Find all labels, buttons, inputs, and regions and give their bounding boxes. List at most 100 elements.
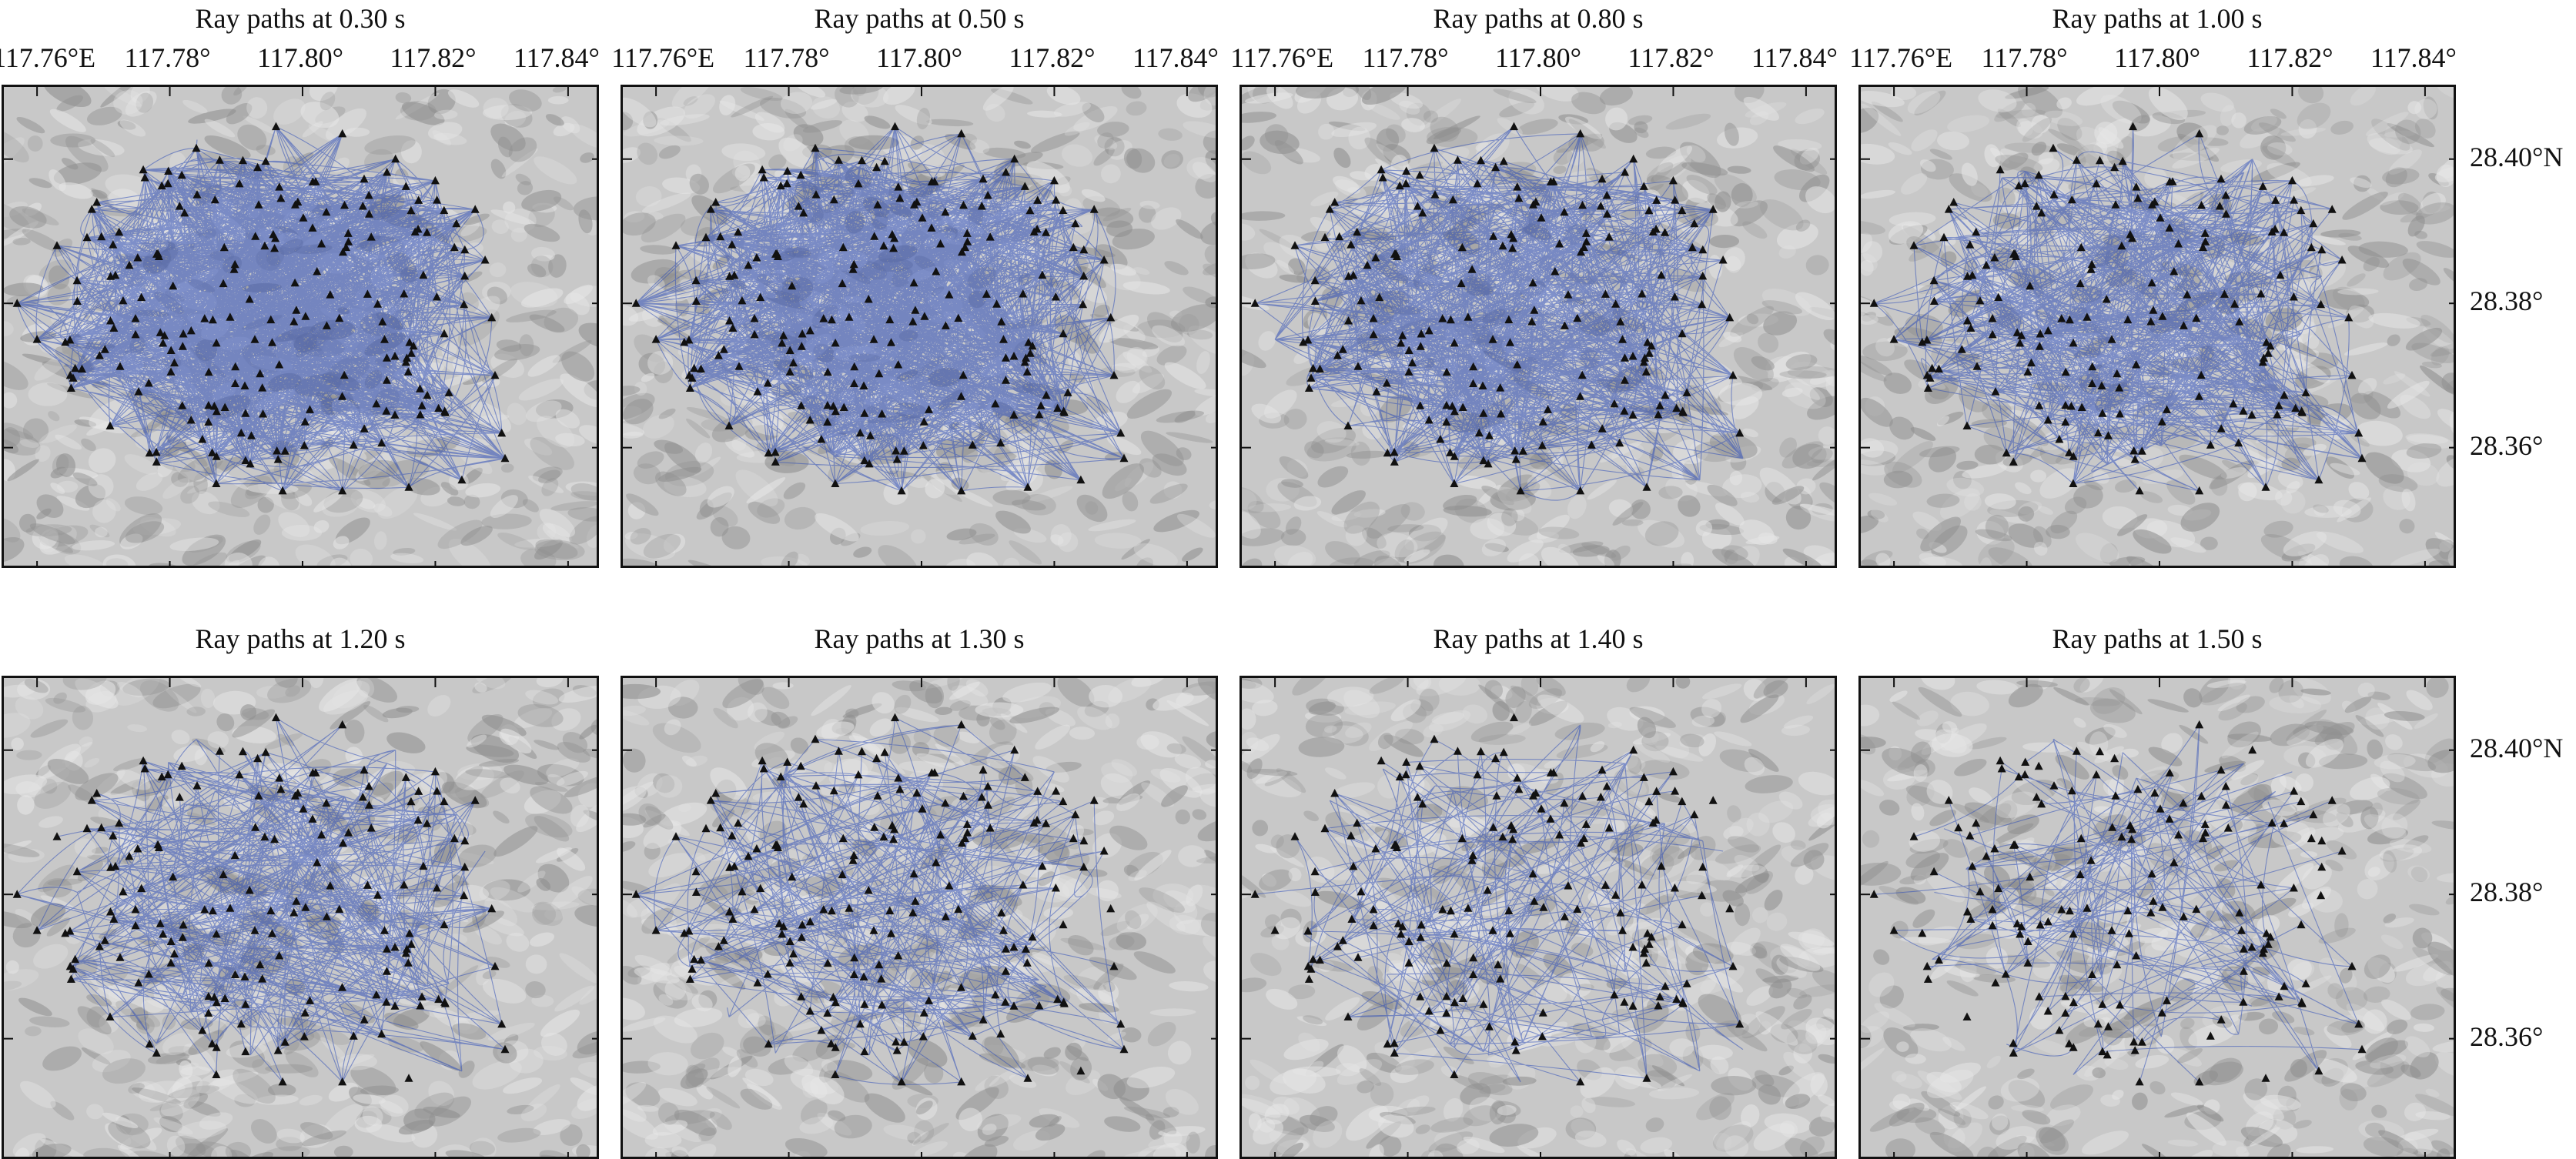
triangle-icon	[719, 936, 728, 944]
triangle-icon	[1477, 747, 1485, 756]
triangle-icon	[2009, 1048, 2018, 1057]
triangle-icon	[945, 290, 954, 299]
triangle-icon	[1530, 306, 1539, 314]
triangle-icon	[1644, 797, 1654, 806]
triangle-icon	[2083, 903, 2092, 912]
triangle-icon	[390, 352, 400, 360]
triangle-icon	[1310, 296, 1320, 305]
triangle-icon	[2230, 299, 2240, 308]
triangle-icon	[380, 335, 389, 343]
triangle-icon	[2076, 242, 2086, 252]
triangle-icon	[2016, 339, 2025, 347]
triangle-icon	[918, 441, 928, 449]
triangle-icon	[170, 358, 179, 367]
triangle-icon	[2195, 1077, 2204, 1086]
triangle-icon	[275, 360, 284, 369]
triangle-icon	[1375, 292, 1384, 302]
triangle-icon	[250, 926, 259, 934]
triangle-icon	[899, 1037, 908, 1046]
triangle-icon	[1404, 367, 1413, 376]
triangle-icon	[854, 179, 863, 188]
triangle-icon	[1436, 435, 1445, 443]
triangle-icon	[1020, 773, 1029, 781]
triangle-icon	[403, 958, 413, 967]
triangle-icon	[178, 933, 187, 941]
triangle-icon	[1442, 1008, 1451, 1017]
triangle-icon	[2128, 233, 2137, 242]
triangle-icon	[170, 949, 179, 958]
triangle-icon	[954, 313, 963, 322]
triangle-icon	[177, 761, 186, 770]
triangle-icon	[175, 202, 184, 210]
triangle-icon	[2146, 908, 2156, 917]
triangle-icon	[2072, 747, 2081, 755]
triangle-icon	[1528, 278, 1537, 287]
stations	[1869, 122, 2367, 495]
triangle-icon	[2216, 174, 2226, 183]
triangle-icon	[796, 761, 805, 770]
triangle-icon	[828, 993, 838, 1001]
triangle-icon	[1395, 181, 1404, 190]
triangle-icon	[2200, 229, 2210, 237]
triangle-icon	[890, 824, 899, 833]
triangle-icon	[2098, 1047, 2107, 1056]
triangle-icon	[1514, 193, 1524, 202]
triangle-icon	[1290, 832, 1300, 840]
triangle-icon	[71, 363, 80, 372]
triangle-icon	[1966, 323, 1975, 332]
triangle-icon	[1655, 401, 1664, 409]
triangle-icon	[1052, 195, 1061, 204]
triangle-icon	[372, 990, 381, 999]
triangle-icon	[1944, 205, 1953, 213]
triangle-icon	[1347, 914, 1357, 923]
triangle-icon	[991, 990, 1000, 999]
triangle-icon	[470, 205, 480, 213]
triangle-icon	[160, 331, 169, 339]
triangle-icon	[326, 881, 335, 890]
triangle-icon	[892, 1037, 901, 1046]
triangle-icon	[763, 379, 772, 387]
triangle-icon	[1966, 914, 1975, 923]
triangle-icon	[416, 410, 425, 419]
triangle-icon	[236, 428, 246, 437]
triangle-icon	[204, 367, 213, 376]
triangle-icon	[2037, 208, 2046, 217]
triangle-icon	[1491, 753, 1500, 763]
triangle-icon	[1698, 245, 1708, 254]
triangle-icon	[365, 800, 373, 809]
triangle-icon	[2093, 428, 2103, 437]
triangle-icon	[738, 887, 747, 896]
triangle-icon	[1661, 228, 1670, 236]
triangle-icon	[778, 930, 787, 938]
triangle-icon	[1510, 122, 1518, 131]
triangle-icon	[963, 237, 972, 245]
triangle-icon	[1450, 997, 1459, 1007]
triangle-icon	[2118, 156, 2127, 165]
triangle-icon	[490, 961, 500, 970]
triangle-icon	[691, 296, 701, 305]
triangle-icon	[1994, 883, 2003, 893]
triangle-icon	[823, 417, 832, 426]
triangle-icon	[860, 1000, 869, 1008]
triangle-icon	[1033, 195, 1042, 204]
triangle-icon	[159, 930, 168, 938]
triangle-icon	[1678, 205, 1687, 215]
triangle-icon	[406, 349, 416, 357]
latitude-tick-label: 28.40°N	[2470, 141, 2564, 172]
triangle-icon	[140, 764, 149, 773]
triangle-icon	[1657, 861, 1666, 870]
triangle-icon	[1438, 314, 1447, 322]
triangle-icon	[241, 1047, 250, 1056]
triangle-icon	[829, 195, 838, 204]
triangle-icon	[1378, 173, 1387, 182]
triangle-icon	[215, 155, 224, 164]
triangle-icon	[1052, 787, 1061, 795]
triangle-icon	[1577, 838, 1585, 847]
triangle-icon	[66, 383, 75, 392]
triangle-icon	[2083, 312, 2092, 321]
triangle-icon	[131, 920, 140, 930]
triangle-icon	[1417, 920, 1426, 929]
triangle-icon	[377, 1029, 386, 1038]
triangle-icon	[106, 316, 115, 325]
triangle-icon	[872, 162, 882, 172]
